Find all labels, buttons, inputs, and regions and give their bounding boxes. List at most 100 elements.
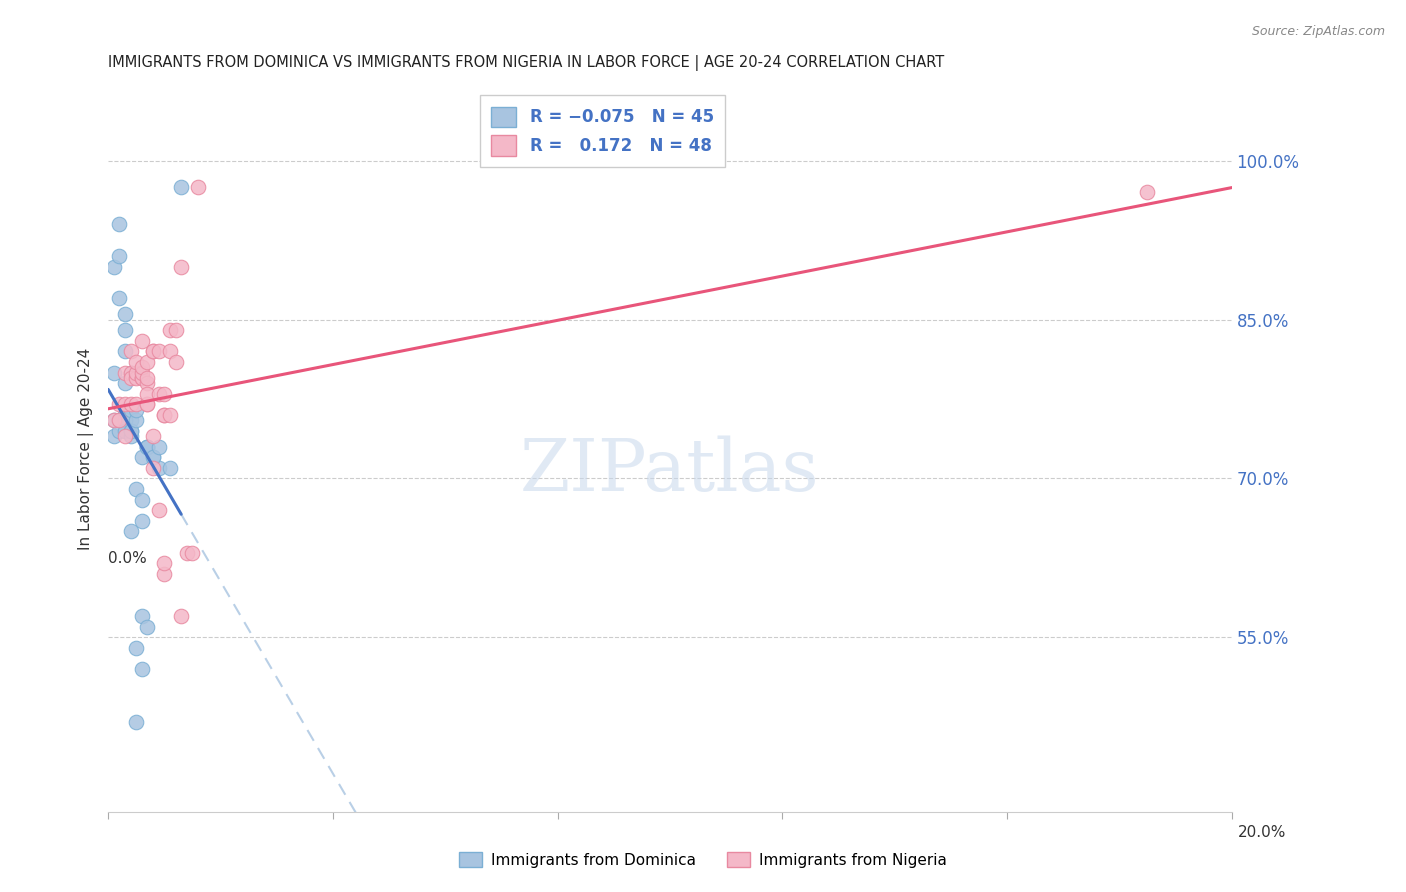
- Point: [170, 609, 193, 624]
- Point: [120, 402, 142, 417]
- Text: ZIPatlas: ZIPatlas: [520, 436, 820, 507]
- Point: [120, 413, 142, 427]
- Point: [120, 424, 142, 438]
- Point: [125, 714, 148, 729]
- Point: [120, 344, 142, 359]
- Point: [114, 307, 136, 321]
- Point: [136, 440, 159, 454]
- Text: 20.0%: 20.0%: [1239, 825, 1286, 840]
- Point: [114, 323, 136, 337]
- Point: [136, 397, 159, 411]
- Point: [142, 344, 165, 359]
- Point: [159, 408, 181, 422]
- Point: [120, 366, 142, 380]
- Point: [170, 260, 193, 274]
- Point: [153, 566, 176, 581]
- Point: [136, 371, 159, 385]
- Point: [108, 397, 131, 411]
- Point: [108, 292, 131, 306]
- Point: [103, 413, 125, 427]
- Point: [170, 180, 193, 194]
- Point: [114, 366, 136, 380]
- Point: [142, 450, 165, 465]
- Point: [114, 424, 136, 438]
- Point: [131, 371, 153, 385]
- Point: [114, 376, 136, 391]
- Point: [120, 366, 142, 380]
- Point: [131, 514, 153, 528]
- Point: [131, 609, 153, 624]
- Point: [165, 323, 187, 337]
- Point: [136, 376, 159, 391]
- Point: [148, 386, 170, 401]
- Point: [114, 344, 136, 359]
- Point: [103, 413, 125, 427]
- Point: [153, 556, 176, 570]
- Point: [153, 408, 176, 422]
- Point: [148, 461, 170, 475]
- Point: [120, 424, 142, 438]
- Point: [125, 371, 148, 385]
- Point: [114, 429, 136, 443]
- Point: [142, 450, 165, 465]
- Point: [159, 344, 181, 359]
- Point: [108, 217, 131, 231]
- Point: [125, 397, 148, 411]
- Point: [153, 408, 176, 422]
- Point: [125, 402, 148, 417]
- Text: IMMIGRANTS FROM DOMINICA VS IMMIGRANTS FROM NIGERIA IN LABOR FORCE | AGE 20-24 C: IMMIGRANTS FROM DOMINICA VS IMMIGRANTS F…: [108, 55, 945, 71]
- Point: [108, 413, 131, 427]
- Point: [148, 440, 170, 454]
- Point: [120, 429, 142, 443]
- Point: [125, 640, 148, 655]
- Point: [142, 429, 165, 443]
- Point: [148, 503, 170, 517]
- Point: [131, 371, 153, 385]
- Point: [125, 355, 148, 369]
- Point: [131, 450, 153, 465]
- Point: [136, 620, 159, 634]
- Point: [136, 440, 159, 454]
- Point: [125, 482, 148, 496]
- Point: [114, 408, 136, 422]
- Point: [131, 366, 153, 380]
- Point: [108, 413, 131, 427]
- Point: [165, 355, 187, 369]
- Point: [148, 344, 170, 359]
- Y-axis label: In Labor Force | Age 20-24: In Labor Force | Age 20-24: [79, 348, 94, 550]
- Point: [153, 386, 176, 401]
- Point: [120, 397, 142, 411]
- Point: [125, 413, 148, 427]
- Point: [176, 545, 198, 559]
- Legend: R = −0.075   N = 45, R =   0.172   N = 48: R = −0.075 N = 45, R = 0.172 N = 48: [479, 95, 725, 168]
- Point: [131, 662, 153, 676]
- Point: [159, 323, 181, 337]
- Point: [108, 424, 131, 438]
- Point: [114, 413, 136, 427]
- Point: [131, 492, 153, 507]
- Text: Source: ZipAtlas.com: Source: ZipAtlas.com: [1251, 25, 1385, 38]
- Point: [1136, 186, 1159, 200]
- Point: [136, 355, 159, 369]
- Point: [108, 249, 131, 263]
- Point: [120, 371, 142, 385]
- Point: [114, 413, 136, 427]
- Point: [131, 360, 153, 375]
- Text: 0.0%: 0.0%: [108, 551, 146, 566]
- Point: [131, 334, 153, 348]
- Point: [181, 545, 204, 559]
- Point: [103, 260, 125, 274]
- Point: [142, 461, 165, 475]
- Point: [114, 397, 136, 411]
- Point: [159, 461, 181, 475]
- Point: [136, 386, 159, 401]
- Point: [142, 344, 165, 359]
- Point: [136, 397, 159, 411]
- Point: [187, 180, 209, 194]
- Point: [136, 440, 159, 454]
- Point: [103, 429, 125, 443]
- Point: [120, 524, 142, 539]
- Point: [125, 366, 148, 380]
- Legend: Immigrants from Dominica, Immigrants from Nigeria: Immigrants from Dominica, Immigrants fro…: [453, 846, 953, 873]
- Point: [103, 366, 125, 380]
